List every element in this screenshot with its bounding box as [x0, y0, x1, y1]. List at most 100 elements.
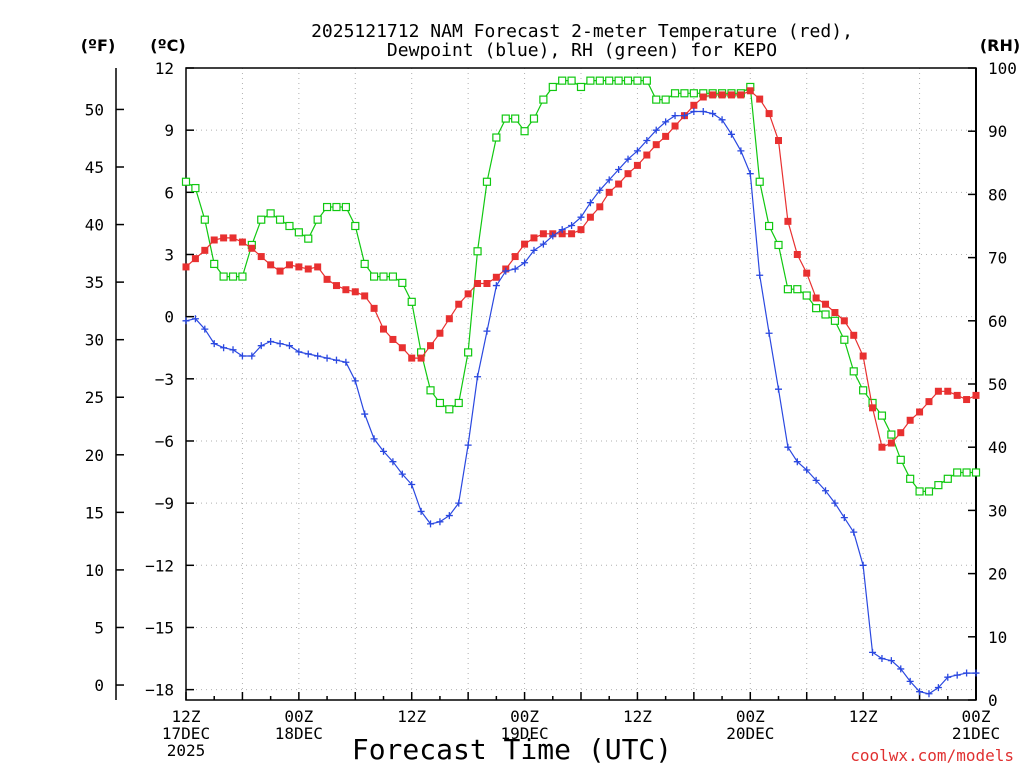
- dewpoint-point: [897, 665, 905, 673]
- dewpoint-point: [332, 356, 340, 364]
- dewpoint-point: [370, 435, 378, 443]
- celsius-tick-label: −18: [145, 681, 174, 700]
- celsius-tick-label: −9: [155, 494, 174, 513]
- temperature-point: [765, 110, 773, 118]
- celsius-tick-label: −15: [145, 618, 174, 637]
- rh-tick-label: 100: [988, 59, 1017, 78]
- rh-point: [304, 234, 313, 243]
- temperature-point: [210, 236, 218, 244]
- temperature-point: [925, 398, 933, 406]
- dewpoint-point: [596, 186, 604, 194]
- dewpoint-point: [662, 118, 670, 126]
- temperature-point: [342, 286, 350, 294]
- temperature-point: [417, 354, 425, 362]
- dewpoint-point: [906, 677, 914, 685]
- rh-point: [821, 310, 830, 319]
- x-tick-label: 12Z: [397, 707, 426, 726]
- dewpoint-point: [944, 673, 952, 681]
- dewpoint-point: [718, 116, 726, 124]
- rh-point: [257, 215, 266, 224]
- temperature-point: [756, 95, 764, 103]
- rh-point: [633, 76, 642, 85]
- temperature-point: [445, 315, 453, 323]
- dewpoint-point: [709, 110, 717, 118]
- dewpoint-point: [445, 512, 453, 520]
- dewpoint-point: [680, 112, 688, 120]
- rh-point: [332, 202, 341, 212]
- dewpoint-point: [887, 657, 895, 665]
- rh-point: [219, 272, 228, 281]
- rh-point: [783, 285, 793, 294]
- dewpoint-point: [257, 342, 265, 350]
- temperature-point: [304, 265, 312, 273]
- celsius-tick-label: 3: [164, 245, 174, 264]
- dewpoint-point: [248, 352, 256, 360]
- temperature-point: [775, 137, 782, 145]
- dewpoint-point: [285, 342, 293, 350]
- rh-point: [576, 82, 586, 92]
- fahrenheit-tick-label: 15: [85, 503, 104, 522]
- rh-point: [379, 272, 388, 281]
- temperature-point: [906, 416, 914, 424]
- rh-point: [520, 127, 529, 136]
- temperature-point: [191, 255, 199, 263]
- temperature-point: [812, 294, 820, 302]
- dewpoint-point: [803, 466, 811, 474]
- dewpoint-point: [831, 499, 839, 507]
- temperature-point: [944, 387, 952, 395]
- dewpoint-point: [182, 317, 190, 325]
- dewpoint-point: [963, 669, 971, 677]
- temperature-point: [323, 275, 331, 283]
- dewpoint-point: [483, 327, 491, 335]
- temperature-point: [530, 234, 538, 242]
- rh-point: [774, 240, 783, 250]
- temperature-point: [605, 188, 613, 196]
- rh-point: [266, 209, 275, 218]
- temperature-point: [276, 267, 284, 275]
- rh-point: [210, 259, 219, 269]
- rh-point: [464, 348, 473, 357]
- dewpoint-point: [916, 688, 924, 696]
- temperature-point: [332, 282, 340, 290]
- dewpoint-point: [398, 470, 406, 478]
- rh-tick-label: 50: [988, 375, 1007, 394]
- dewpoint-point: [267, 338, 275, 346]
- temperature-point: [831, 309, 839, 317]
- rh-line: [185, 79, 976, 492]
- rh-point: [830, 316, 840, 325]
- temperature-point: [699, 93, 707, 101]
- dewpoint-point: [878, 655, 886, 663]
- celsius-tick-label: 9: [164, 121, 174, 140]
- temperature-point: [643, 151, 651, 159]
- dewpoint-point: [690, 108, 698, 116]
- dewpoint-point: [304, 350, 312, 358]
- rh-tick-label: 20: [988, 565, 1007, 584]
- rh-point: [567, 76, 576, 85]
- dewpoint-point: [756, 271, 764, 279]
- temperature-point: [615, 180, 623, 188]
- dewpoint-point: [380, 447, 387, 455]
- rh-tick-label: 70: [988, 249, 1007, 268]
- temperature-point: [539, 230, 547, 238]
- chart-axes: 129630−3−6−9−12−15−185045403530252015105…: [85, 59, 1017, 760]
- rh-point: [407, 297, 416, 306]
- temperature-point: [380, 325, 387, 333]
- temperature-point: [690, 101, 698, 109]
- dewpoint-point: [464, 441, 472, 449]
- dewpoint-point: [859, 561, 867, 569]
- rh-point: [661, 95, 670, 104]
- rh-point: [275, 215, 285, 224]
- celsius-tick-label: 0: [164, 308, 174, 327]
- temperature-point: [257, 253, 265, 261]
- rh-point: [642, 76, 651, 85]
- dewpoint-point: [558, 226, 566, 234]
- dewpoint-point: [474, 373, 482, 381]
- rh-point: [586, 76, 595, 85]
- temperature-point: [916, 408, 924, 416]
- credit-link[interactable]: coolwx.com/models: [850, 746, 1014, 765]
- celsius-tick-label: −6: [155, 432, 174, 451]
- rh-point: [595, 76, 604, 85]
- temperature-point: [511, 253, 519, 261]
- dewpoint-point: [511, 265, 519, 273]
